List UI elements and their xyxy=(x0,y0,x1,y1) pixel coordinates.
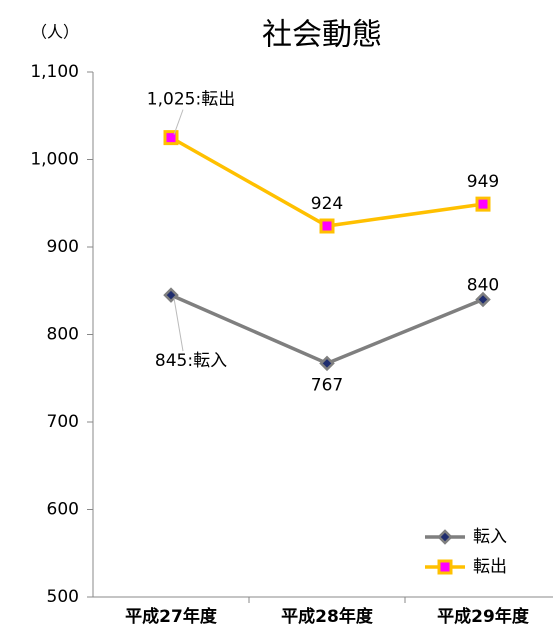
legend-marker xyxy=(437,529,453,545)
marker xyxy=(319,355,335,372)
y-tick-label: 1,100 xyxy=(30,62,79,82)
data-label: 924 xyxy=(311,194,343,214)
y-tick-label: 1,000 xyxy=(30,150,79,170)
data-label: 949 xyxy=(467,172,499,192)
y-tick-label: 800 xyxy=(47,325,79,345)
x-tick-label: 平成28年度 xyxy=(281,606,374,627)
marker xyxy=(319,218,335,234)
marker xyxy=(475,291,491,308)
legend-marker xyxy=(437,559,453,575)
leader-line xyxy=(173,109,184,135)
data-label: 845:転入 xyxy=(155,351,227,371)
y-tick-label: 500 xyxy=(47,587,79,607)
data-label: 767 xyxy=(311,375,343,395)
legend-label: 転出 xyxy=(473,557,507,577)
y-tick-label: 700 xyxy=(47,412,79,432)
chart-title: 社会動態 xyxy=(262,18,382,53)
marker xyxy=(475,196,491,212)
data-label: 1,025:転出 xyxy=(147,90,235,110)
marker xyxy=(163,287,179,303)
data-label: 840 xyxy=(467,276,499,296)
leader-line xyxy=(173,298,184,352)
legend-label: 転入 xyxy=(473,527,507,547)
y-tick-label: 600 xyxy=(47,500,79,520)
marker xyxy=(163,130,179,146)
y-axis-label: （人） xyxy=(31,23,79,42)
x-tick-label: 平成29年度 xyxy=(437,606,530,627)
x-tick-label: 平成27年度 xyxy=(125,606,218,627)
y-tick-label: 900 xyxy=(47,237,79,257)
